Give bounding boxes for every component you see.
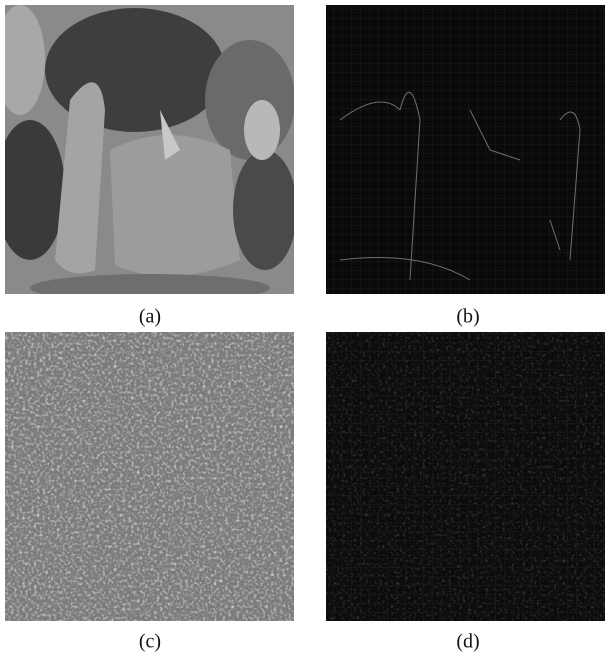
figure: (a) (b) (c) (d) xyxy=(0,0,610,656)
caption: (c) xyxy=(139,631,161,653)
caption: (a) xyxy=(139,306,161,328)
image-c xyxy=(5,332,294,621)
image-d xyxy=(326,332,605,621)
caption: (b) xyxy=(456,306,479,328)
page: (a) (b) (c) (d) (() => { const data = JS… xyxy=(0,0,610,656)
caption: (d) xyxy=(456,631,479,653)
image-b xyxy=(326,5,605,294)
image-a xyxy=(0,5,297,302)
